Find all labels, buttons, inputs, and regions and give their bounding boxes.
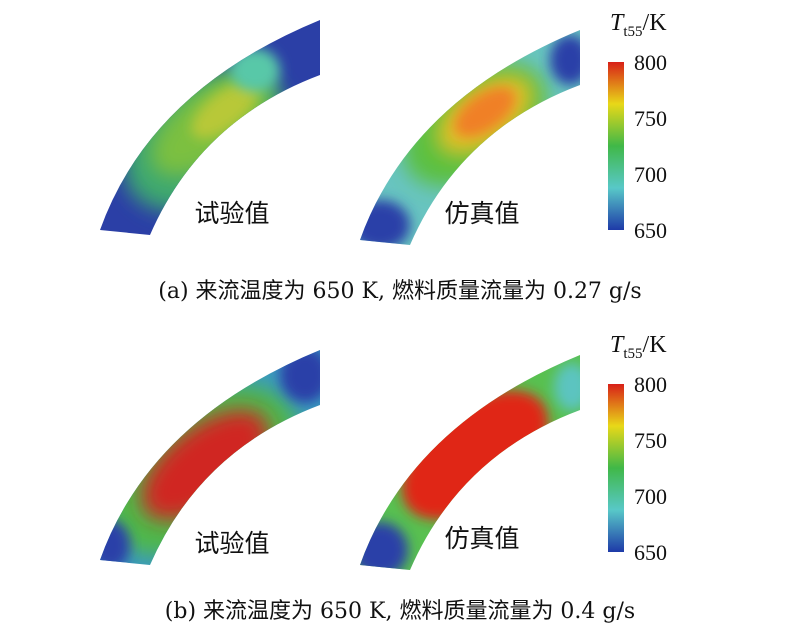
colorbar-gradient	[608, 62, 624, 230]
colorbar-tick: 800	[634, 50, 667, 75]
plot-label-experiment: 试验值	[194, 529, 269, 558]
colorbar-tick: 800	[634, 372, 667, 397]
panel-caption-b: (b) 来流温度为 650 K, 燃料质量流量为 0.4 g/s	[165, 599, 635, 624]
plot-label-simulation: 仿真值	[444, 524, 519, 553]
colorbar-tick: 650	[634, 540, 667, 565]
contour-plot-a-experiment: 试验值	[100, 20, 320, 235]
colorbar-tick: 700	[634, 162, 667, 187]
plot-label-experiment: 试验值	[194, 199, 269, 228]
colorbar-tick: 650	[634, 218, 667, 243]
plot-label-simulation: 仿真值	[444, 199, 519, 228]
colorbar-gradient	[608, 384, 624, 552]
contour-plot-a-simulation: 仿真值	[360, 30, 580, 245]
contour-plot-b-simulation: 仿真值	[360, 355, 580, 570]
panel-b: 试验值 仿真值 Tt55/K 800 750 700 650 (b) 来流温度为…	[100, 332, 667, 624]
colorbar-title: Tt55/K	[610, 332, 667, 362]
colorbar-tick: 700	[634, 484, 667, 509]
colorbar-tick: 750	[634, 106, 667, 131]
contour-plot-b-experiment: 试验值	[100, 350, 320, 565]
colorbar-b: Tt55/K 800 750 700 650	[608, 332, 667, 565]
colorbar-a: Tt55/K 800 750 700 650	[608, 10, 667, 243]
panel-a: 试验值 仿真值 Tt55/K 800 750 700 650	[100, 10, 667, 304]
panel-caption-a: (a) 来流温度为 650 K, 燃料质量流量为 0.27 g/s	[158, 279, 641, 304]
colorbar-title: Tt55/K	[610, 10, 667, 40]
colorbar-tick: 750	[634, 428, 667, 453]
